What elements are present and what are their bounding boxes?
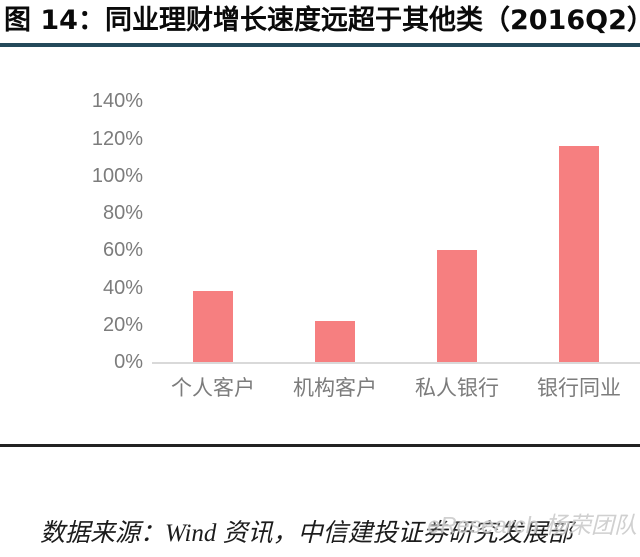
plot-area: 0% 20% 40% 60% 80% 100% 120% 140% (92, 91, 640, 372)
footer-divider (0, 444, 640, 447)
x-axis-category-label: 银行同业 (537, 377, 621, 400)
y-axis-tick-label: 0% (114, 351, 143, 373)
x-axis-category-label: 私人银行 (415, 377, 499, 400)
bar-私人银行 (437, 250, 477, 362)
x-axis-line (152, 362, 640, 364)
bar-银行同业 (559, 146, 599, 362)
bar-机构客户 (315, 321, 355, 362)
watermark-text: eResearch 杨荣团队 (427, 512, 637, 538)
x-axis-category-label: 个人客户 (171, 377, 255, 400)
bar-chart: 0% 20% 40% 60% 80% 100% 120% 140% 个人客户 机构客户 私人银行 银… (0, 60, 640, 420)
bar-个人客户 (193, 291, 233, 362)
y-axis-tick-label: 20% (102, 313, 143, 336)
figure-title: 图 14：同业理财增长速度远超于其他类（2016Q2） (4, 5, 640, 36)
y-axis-tick-label: 40% (102, 276, 143, 299)
y-axis-tick-label: 100% (91, 164, 143, 187)
x-axis-category-label: 机构客户 (293, 377, 377, 400)
title-divider (0, 43, 640, 47)
y-axis-tick-label: 60% (102, 239, 143, 262)
data-source-text: 数据来源：Wind 资讯，中信建投证券研究发展部 (40, 520, 573, 547)
y-axis-tick-label: 140% (91, 90, 143, 113)
y-axis-tick-label: 80% (102, 202, 143, 225)
y-axis-tick-label: 120% (91, 127, 143, 150)
x-axis-labels: 个人客户 机构客户 私人银行 银行同业 (152, 372, 640, 402)
